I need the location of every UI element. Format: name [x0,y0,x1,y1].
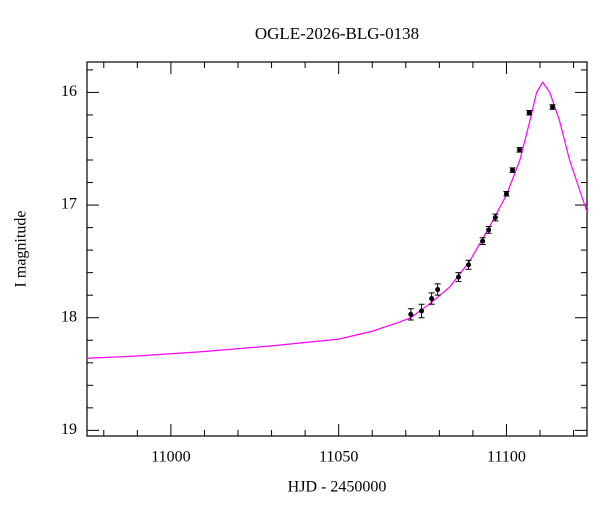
data-point [480,238,486,244]
data-point [486,227,492,233]
data-point [510,167,516,173]
data-point [408,311,414,317]
y-tick-label: 16 [61,83,77,100]
data-point [419,308,425,314]
x-tick-label: 11100 [487,449,526,466]
model-curve [87,81,587,359]
y-tick-label: 17 [61,196,77,213]
x-tick-label: 11000 [151,449,190,466]
chart-title: OGLE-2026-BLG-0138 [255,24,419,43]
data-point [526,110,532,116]
data-point [517,147,523,153]
data-point [435,287,441,293]
y-tick-label: 18 [61,308,77,325]
x-tick-label: 11050 [319,449,358,466]
data-point [429,296,435,302]
y-axis-label: I magnitude [13,211,30,288]
x-axis-label: HJD - 2450000 [288,479,387,496]
data-point [466,262,472,268]
data-point [503,191,509,197]
plot-frame [86,61,588,437]
data-point [492,214,498,220]
data-point [455,274,461,280]
data-point [549,104,555,110]
y-tick-label: 19 [61,421,77,438]
